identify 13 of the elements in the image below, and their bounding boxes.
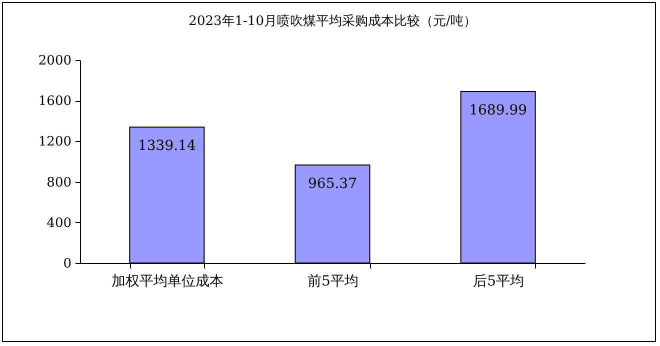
y-tick-label: 2000 <box>38 54 72 68</box>
x-tick-label: 后5平均 <box>473 274 524 290</box>
data-label: 965.37 <box>308 176 357 192</box>
y-tick-label: 800 <box>46 175 72 190</box>
data-label: 1339.14 <box>138 138 196 154</box>
y-tick-label: 400 <box>46 216 72 231</box>
data-label: 1689.99 <box>469 102 528 118</box>
x-tick-label: 加权平均单位成本 <box>111 274 224 290</box>
y-tick-label: 0 <box>63 256 72 272</box>
x-tick-label: 前5平均 <box>308 274 358 290</box>
y-tick-label: 1200 <box>38 134 72 150</box>
y-tick-label: 1600 <box>38 94 72 110</box>
chart-title: 2023年1-10月喷吹煤平均采购成本比较（元/吨） <box>188 14 476 29</box>
